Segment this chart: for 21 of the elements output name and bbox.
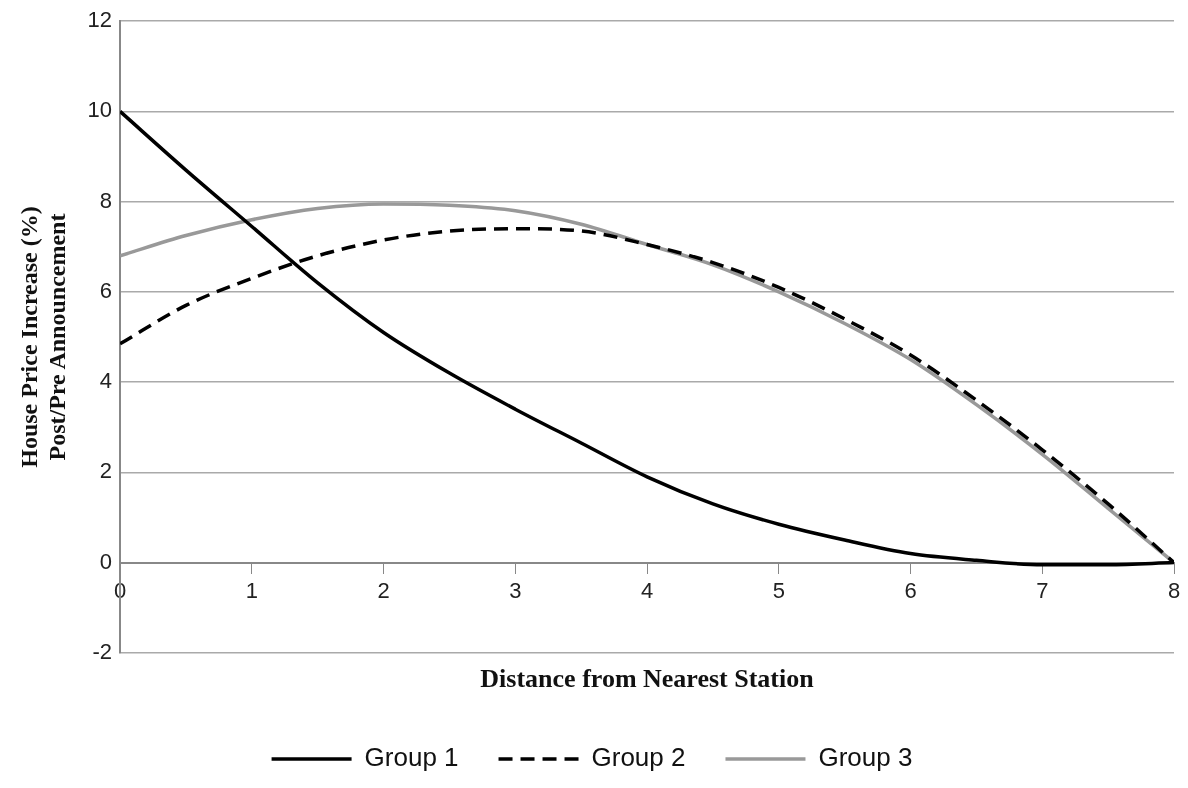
- y-tick-label: 2: [99, 458, 113, 484]
- x-tick-label: 6: [904, 577, 917, 603]
- x-tick-label: 7: [1036, 577, 1049, 603]
- x-tick-label: 4: [640, 577, 654, 603]
- y-tick-label: 0: [99, 548, 113, 574]
- x-tick-label: 5: [772, 577, 785, 603]
- legend-label: Group 3: [818, 742, 913, 773]
- x-tick-label: 3: [509, 577, 522, 603]
- y-tick-label: 10: [87, 97, 113, 123]
- legend-label: Group 1: [364, 742, 459, 773]
- legend-label: Group 2: [591, 742, 686, 773]
- y-tick-label: 6: [99, 277, 113, 303]
- y-tick-label: 4: [99, 368, 113, 394]
- y-tick-label: 12: [87, 7, 113, 33]
- x-axis-title: Distance from Nearest Station: [480, 664, 815, 694]
- y-tick-label: 8: [99, 187, 113, 213]
- y-tick-label: -2: [92, 638, 113, 664]
- x-tick-label: 1: [245, 577, 258, 603]
- x-tick-label: 2: [377, 577, 390, 603]
- x-tick-label: 8: [1167, 577, 1181, 603]
- y-axis-title: House Price Increase (%) Post/Pre Announcement: [15, 206, 71, 468]
